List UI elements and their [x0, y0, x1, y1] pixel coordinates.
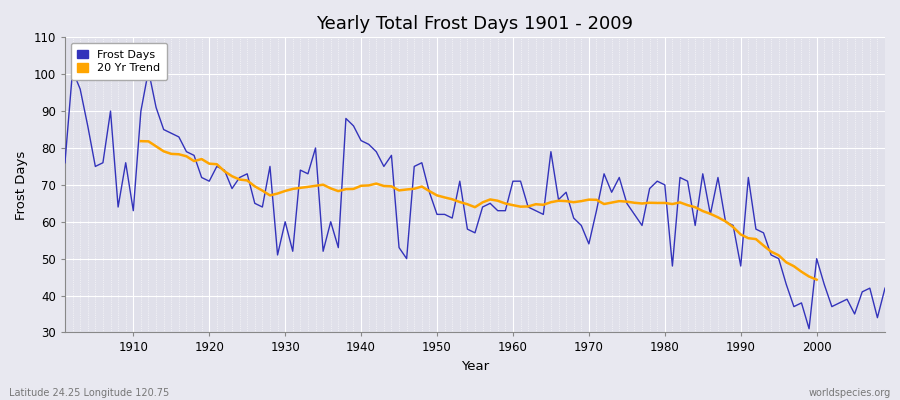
Title: Yearly Total Frost Days 1901 - 2009: Yearly Total Frost Days 1901 - 2009: [317, 15, 634, 33]
Text: worldspecies.org: worldspecies.org: [809, 388, 891, 398]
Y-axis label: Frost Days: Frost Days: [15, 150, 28, 220]
Text: Latitude 24.25 Longitude 120.75: Latitude 24.25 Longitude 120.75: [9, 388, 169, 398]
Legend: Frost Days, 20 Yr Trend: Frost Days, 20 Yr Trend: [70, 43, 167, 80]
X-axis label: Year: Year: [461, 360, 489, 373]
